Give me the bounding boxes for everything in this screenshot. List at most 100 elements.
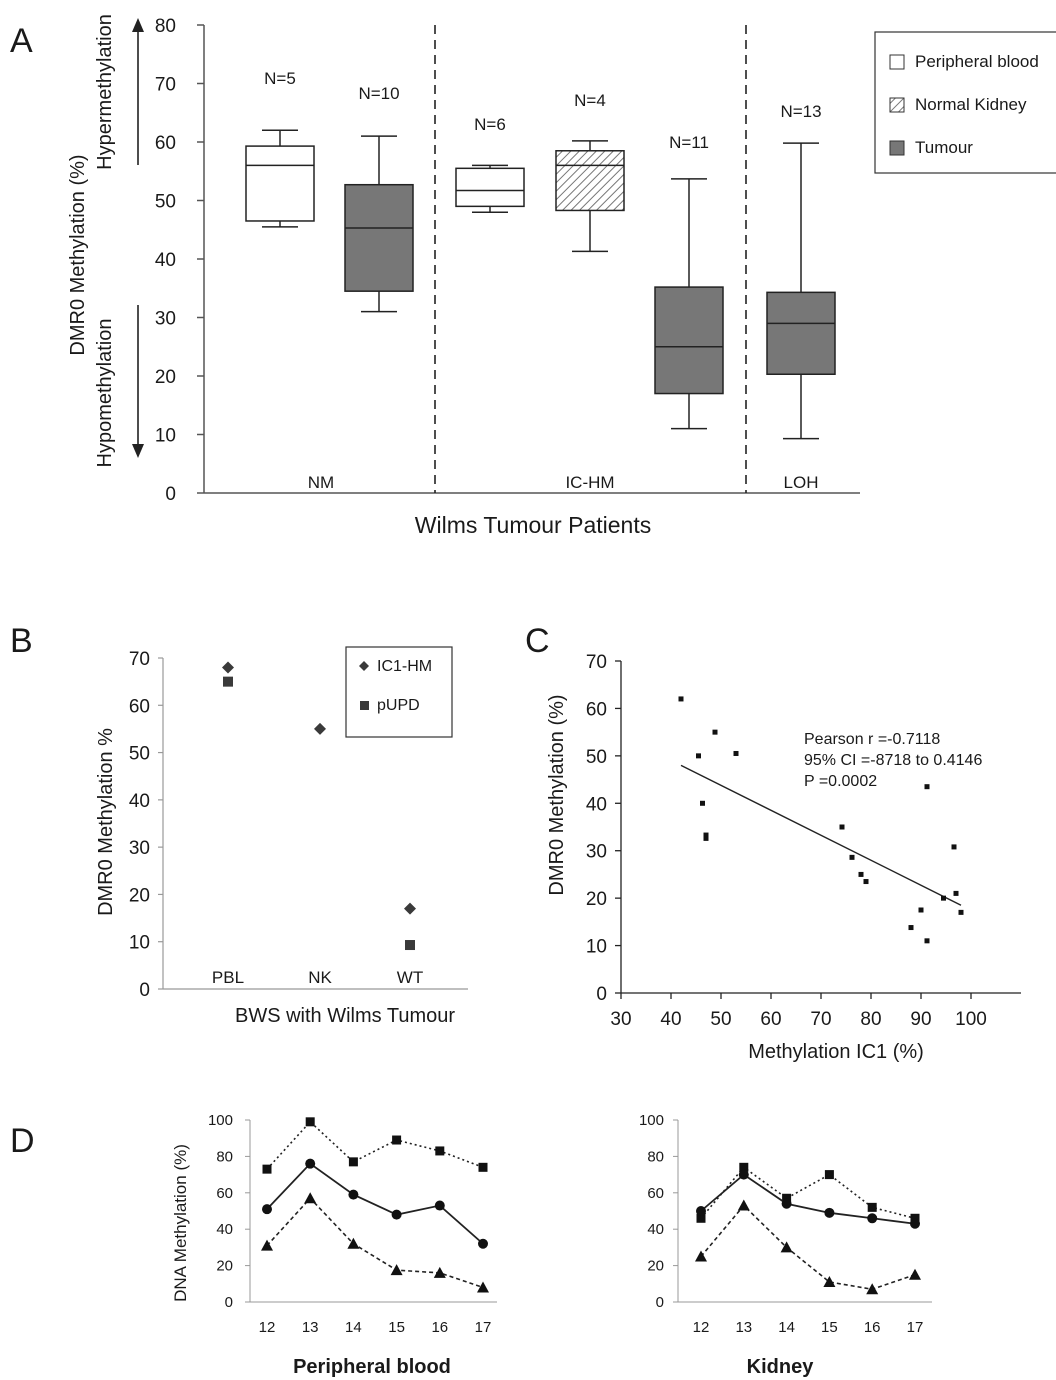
y-tick-label: 30 bbox=[129, 838, 150, 859]
point-pupd bbox=[405, 940, 415, 951]
x-tick-label: 12 bbox=[259, 1319, 276, 1336]
panel-a-boxes: N=5 N=10 N=6 N=4 N=11 N=13 bbox=[245, 69, 836, 440]
y-tick-label: 50 bbox=[586, 747, 607, 768]
x-tick-label: 14 bbox=[345, 1319, 362, 1336]
x-tick-label: 15 bbox=[388, 1319, 405, 1336]
box-n-label: N=6 bbox=[474, 115, 506, 134]
y-tick-label: 50 bbox=[129, 744, 150, 765]
panel-b-xlabel: BWS with Wilms Tumour bbox=[235, 1005, 455, 1027]
panel-d-right-axes: 0 20 40 60 80 100 12 13 14 15 16 17 bbox=[639, 1112, 932, 1336]
hypo-arrow-head bbox=[132, 444, 144, 458]
marker-square bbox=[867, 1202, 877, 1212]
marker-square bbox=[739, 1162, 749, 1172]
x-tick-label: 17 bbox=[475, 1319, 492, 1336]
x-tick-label: 60 bbox=[760, 1009, 781, 1030]
legend-label-ic1-hm: IC1-HM bbox=[377, 658, 432, 675]
panel-d-left-line: 0 20 40 60 80 100 12 13 14 15 16 17 Peripheral bloo… bbox=[171, 1112, 497, 1378]
x-category-label: WT bbox=[397, 968, 423, 987]
y-tick-label: 40 bbox=[586, 794, 607, 815]
panel-c-ylabel: DMR0 Methylation (%) bbox=[546, 694, 568, 895]
y-tick-label: 0 bbox=[139, 980, 150, 1001]
data-point bbox=[924, 938, 930, 944]
y-tick-label: 30 bbox=[586, 842, 607, 863]
x-tick-label: 80 bbox=[860, 1009, 881, 1030]
panel-d-left-title: Peripheral blood bbox=[293, 1356, 451, 1378]
marker-circle bbox=[781, 1198, 792, 1209]
point-pupd bbox=[223, 676, 233, 687]
panel-b-ylabel: DMR0 Methylation % bbox=[95, 728, 117, 916]
marker-triangle bbox=[695, 1250, 707, 1262]
marker-circle bbox=[738, 1169, 749, 1180]
legend-label-normal-kidney: Normal Kidney bbox=[915, 95, 1027, 114]
panel-d-left-ylabel: DNA Methylation (%) bbox=[171, 1144, 190, 1302]
marker-square bbox=[910, 1213, 920, 1223]
data-point bbox=[858, 871, 864, 877]
point-ic1-hm bbox=[222, 661, 234, 674]
data-point bbox=[951, 844, 957, 850]
series-line-square bbox=[700, 1166, 916, 1220]
box-body bbox=[654, 286, 724, 395]
marker-triangle bbox=[433, 1266, 446, 1278]
x-tick-label: 12 bbox=[693, 1319, 710, 1336]
y-tick-label: 60 bbox=[647, 1185, 664, 1202]
y-tick-label: 40 bbox=[216, 1221, 233, 1238]
x-tick-label: 40 bbox=[660, 1009, 681, 1030]
x-tick-label: 13 bbox=[302, 1319, 319, 1336]
legend-marker-ic1-hm bbox=[359, 661, 369, 671]
marker-square bbox=[696, 1213, 706, 1223]
marker-triangle bbox=[261, 1239, 273, 1251]
panel-c-stat-p: P =0.0002 bbox=[804, 773, 877, 790]
y-tick-label: 40 bbox=[647, 1221, 664, 1238]
data-point bbox=[953, 890, 959, 896]
marker-triangle bbox=[390, 1264, 403, 1276]
x-tick-label: 13 bbox=[735, 1319, 752, 1336]
marker-triangle bbox=[737, 1199, 750, 1211]
box-n-label: N=11 bbox=[669, 133, 709, 152]
panel-letter-a: A bbox=[10, 22, 33, 60]
data-point bbox=[908, 925, 914, 931]
x-tick-label: 70 bbox=[810, 1009, 831, 1030]
y-tick-label: 60 bbox=[216, 1185, 233, 1202]
data-point bbox=[700, 800, 705, 806]
data-point bbox=[696, 753, 701, 759]
y-tick-label: 10 bbox=[586, 937, 607, 958]
y-tick-label: 70 bbox=[586, 652, 607, 673]
box-body bbox=[455, 167, 525, 208]
panel-a-ylabel: DMR0 Methylation (%) bbox=[67, 154, 89, 355]
panel-a-hyper-label: Hypermethylation bbox=[94, 14, 116, 170]
point-ic1-hm bbox=[314, 722, 326, 735]
marker-circle bbox=[391, 1209, 402, 1220]
panel-b-axes: 0 10 20 30 40 50 60 70 PBL NK WT bbox=[129, 649, 468, 1001]
y-tick-label: 0 bbox=[656, 1294, 664, 1311]
y-tick-label: 30 bbox=[155, 309, 176, 330]
panel-b-legend: IC1-HM pUPD bbox=[345, 646, 453, 738]
box-n-label: N=4 bbox=[574, 91, 606, 110]
series-line-circle bbox=[700, 1173, 916, 1225]
panel-d-right-line: 0 20 40 60 80 100 12 13 14 15 16 17 Kidney bbox=[639, 1112, 932, 1378]
hyper-arrow-head bbox=[132, 18, 144, 32]
y-tick-label: 70 bbox=[129, 649, 150, 670]
panel-d-left-series bbox=[261, 1117, 489, 1293]
marker-triangle bbox=[477, 1281, 489, 1293]
marker-square bbox=[348, 1157, 358, 1167]
y-tick-label: 20 bbox=[129, 885, 150, 906]
x-tick-label: 14 bbox=[778, 1319, 795, 1336]
y-tick-label: 20 bbox=[155, 367, 176, 388]
y-tick-label: 20 bbox=[586, 889, 607, 910]
y-tick-label: 10 bbox=[155, 426, 176, 447]
panel-letter-d: D bbox=[10, 1122, 35, 1160]
marker-circle bbox=[478, 1238, 488, 1249]
point-ic1-hm bbox=[404, 902, 416, 915]
y-tick-label: 20 bbox=[216, 1258, 233, 1275]
y-tick-label: 70 bbox=[155, 75, 176, 96]
x-tick-label: 16 bbox=[864, 1319, 881, 1336]
marker-square bbox=[782, 1193, 792, 1203]
legend-swatch-peripheral-blood bbox=[889, 54, 905, 70]
marker-circle bbox=[867, 1213, 878, 1224]
data-point bbox=[712, 729, 718, 735]
data-point bbox=[839, 824, 845, 830]
y-tick-label: 40 bbox=[155, 250, 176, 271]
x-category-label: NK bbox=[308, 968, 332, 987]
marker-triangle bbox=[823, 1275, 836, 1287]
